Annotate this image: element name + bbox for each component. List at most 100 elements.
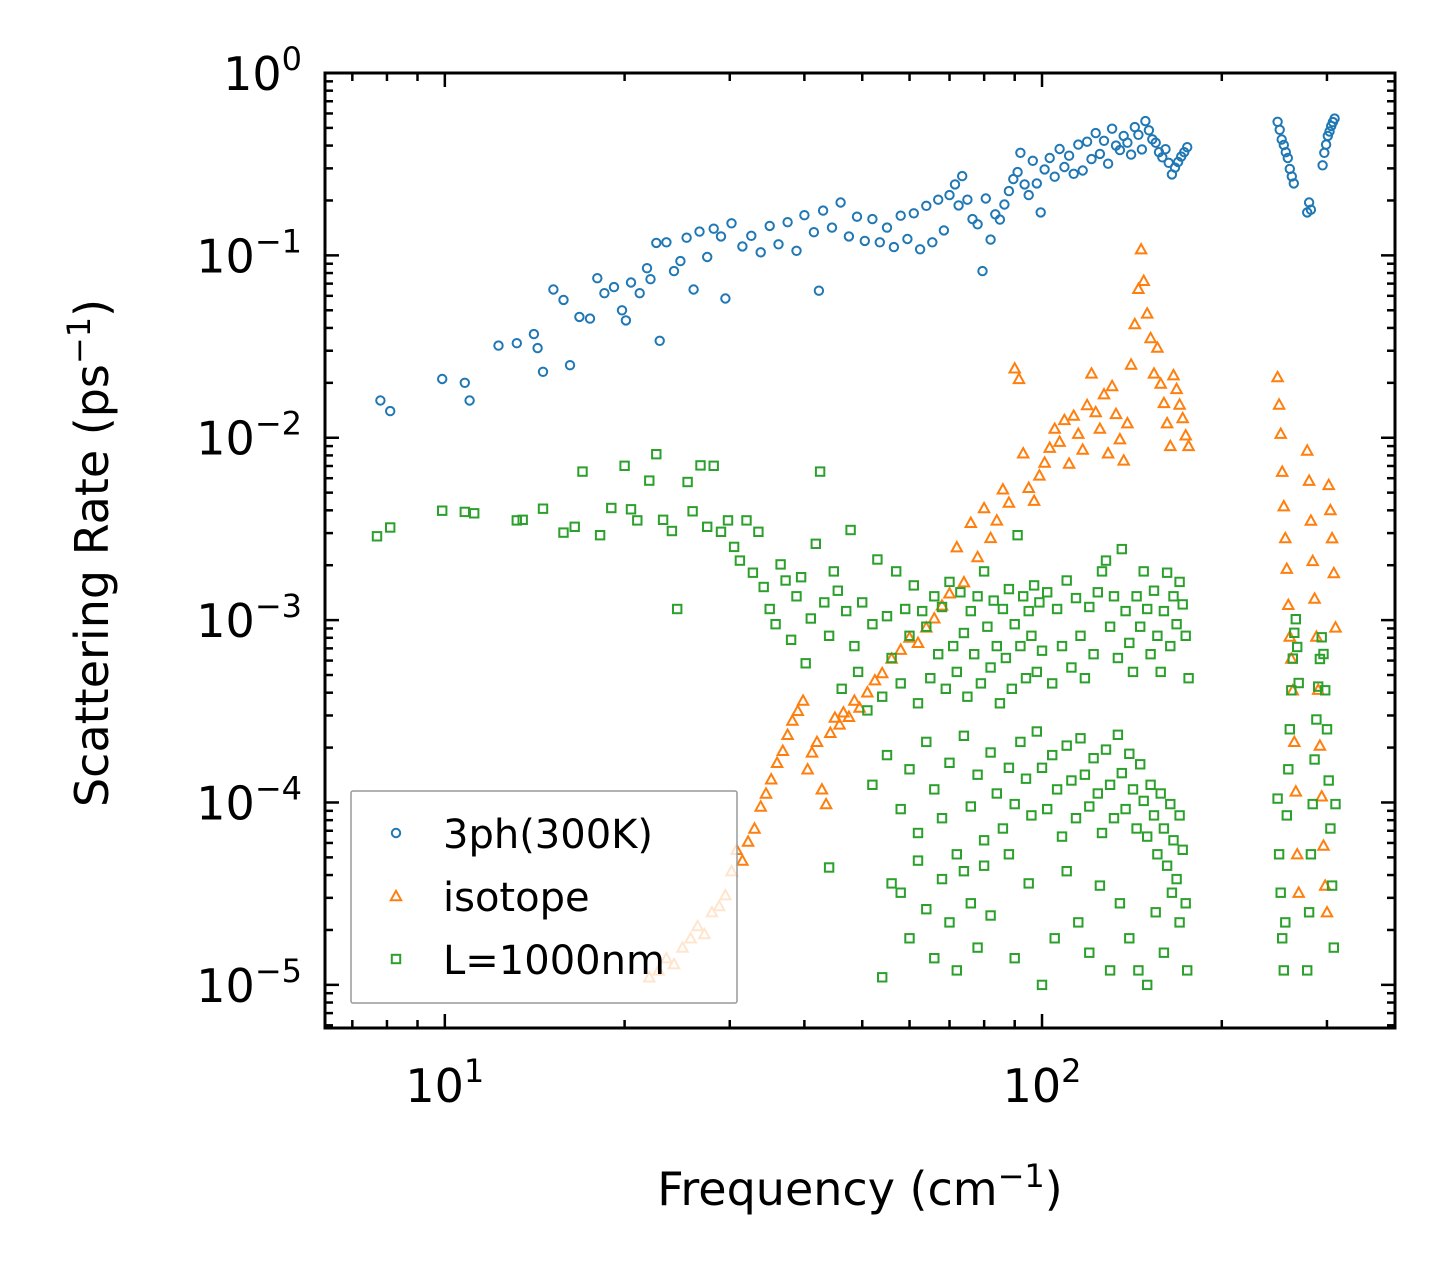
data-point-triangle bbox=[764, 772, 779, 785]
data-point-square bbox=[625, 504, 637, 515]
data-point-triangle bbox=[935, 598, 949, 611]
data-point-circle bbox=[908, 208, 919, 219]
data-point-triangle bbox=[893, 642, 908, 655]
data-point-square bbox=[1020, 773, 1032, 784]
data-point-triangle bbox=[1279, 561, 1294, 574]
data-point-triangle bbox=[989, 513, 1004, 526]
data-point-square bbox=[1133, 965, 1144, 976]
data-point-triangle bbox=[942, 586, 957, 599]
data-point-square bbox=[577, 466, 588, 477]
data-point-square bbox=[1168, 835, 1179, 846]
data-point-square bbox=[951, 849, 962, 860]
data-point-square bbox=[1088, 753, 1099, 764]
data-point-square bbox=[672, 603, 683, 615]
data-point-triangle bbox=[1309, 629, 1324, 642]
data-point-square bbox=[1079, 769, 1091, 780]
data-point-square bbox=[1138, 566, 1149, 577]
data-point-square bbox=[1290, 614, 1301, 625]
data-point-circle bbox=[851, 211, 863, 222]
data-point-square bbox=[1009, 953, 1020, 964]
y-tick-label: 100 bbox=[223, 40, 302, 101]
data-point-triangle bbox=[911, 635, 925, 648]
data-point-triangle bbox=[836, 705, 851, 718]
data-point-circle bbox=[574, 311, 585, 323]
data-point-square bbox=[1096, 827, 1108, 839]
data-point-square bbox=[1311, 714, 1322, 725]
data-point-circle bbox=[558, 294, 569, 306]
series-2 bbox=[642, 242, 1343, 983]
data-point-square bbox=[955, 587, 966, 598]
data-point-square bbox=[1152, 630, 1163, 641]
data-point-square bbox=[1171, 619, 1182, 630]
data-point-square bbox=[764, 603, 775, 615]
data-point-circle bbox=[938, 225, 950, 236]
data-point-triangle bbox=[1016, 446, 1031, 459]
data-point-square bbox=[1124, 748, 1135, 759]
data-point-square bbox=[1108, 591, 1120, 602]
data-point-square bbox=[1084, 801, 1095, 812]
data-point-square bbox=[982, 621, 993, 632]
data-point-circle bbox=[773, 239, 784, 250]
data-point-square bbox=[1177, 844, 1188, 855]
data-point-triangle bbox=[1127, 316, 1142, 330]
data-point-triangle bbox=[1143, 330, 1158, 344]
data-point-triangle bbox=[1109, 406, 1123, 420]
data-point-triangle bbox=[996, 482, 1010, 495]
data-point-square bbox=[872, 554, 883, 565]
data-point-triangle bbox=[800, 762, 815, 775]
data-point-square bbox=[978, 835, 990, 846]
series-3 bbox=[371, 449, 1341, 991]
data-point-triangle bbox=[1326, 565, 1341, 579]
data-point-circle bbox=[962, 194, 973, 205]
data-point-square bbox=[1148, 585, 1160, 596]
data-point-square bbox=[687, 506, 698, 517]
data-point-circle bbox=[1274, 124, 1285, 136]
legend-box bbox=[350, 790, 738, 1004]
data-point-triangle bbox=[1181, 438, 1196, 452]
data-point-circle bbox=[661, 237, 672, 248]
data-point-triangle bbox=[1021, 480, 1036, 493]
data-point-circle bbox=[1019, 179, 1030, 190]
data-point-circle bbox=[537, 366, 549, 377]
data-point-circle bbox=[1012, 166, 1023, 178]
data-point-square bbox=[537, 503, 549, 514]
data-point-circle bbox=[599, 288, 610, 299]
data-point-square bbox=[951, 666, 962, 678]
data-point-triangle bbox=[983, 530, 998, 544]
data-point-circle bbox=[1320, 139, 1332, 150]
data-point-square bbox=[1031, 666, 1042, 678]
data-point-square bbox=[886, 878, 897, 889]
data-point-square bbox=[1070, 592, 1082, 604]
data-point-circle bbox=[1122, 137, 1133, 148]
data-point-square bbox=[1142, 603, 1153, 615]
data-point-triangle bbox=[1088, 404, 1103, 418]
data-point-circle bbox=[914, 244, 926, 255]
data-point-square bbox=[904, 630, 915, 641]
data-point-square bbox=[511, 515, 522, 526]
data-point-square bbox=[758, 581, 769, 593]
data-point-circle bbox=[999, 199, 1010, 210]
data-point-square bbox=[1325, 823, 1336, 834]
data-point-circle bbox=[881, 222, 893, 233]
data-point-triangle bbox=[785, 713, 800, 726]
data-point-triangle bbox=[753, 799, 768, 812]
data-point-circle bbox=[1044, 152, 1055, 164]
data-point-square bbox=[921, 904, 932, 915]
data-point-square bbox=[558, 527, 569, 538]
data-point-triangle bbox=[1323, 502, 1338, 516]
data-point-square bbox=[1277, 933, 1288, 944]
data-point-circle bbox=[1288, 178, 1300, 189]
data-point-square bbox=[747, 567, 759, 578]
data-point-square bbox=[877, 972, 888, 983]
data-point-triangle bbox=[1084, 366, 1099, 379]
data-point-square bbox=[1165, 640, 1176, 652]
data-point-triangle bbox=[1320, 905, 1334, 918]
data-point-square bbox=[1075, 630, 1086, 641]
data-point-square bbox=[1171, 873, 1182, 885]
data-point-circle bbox=[1027, 155, 1039, 167]
data-point-circle bbox=[528, 328, 540, 340]
data-point-triangle bbox=[1131, 281, 1146, 294]
legend-markers bbox=[389, 827, 403, 965]
data-point-circle bbox=[867, 213, 878, 225]
data-point-circle bbox=[1039, 164, 1050, 175]
